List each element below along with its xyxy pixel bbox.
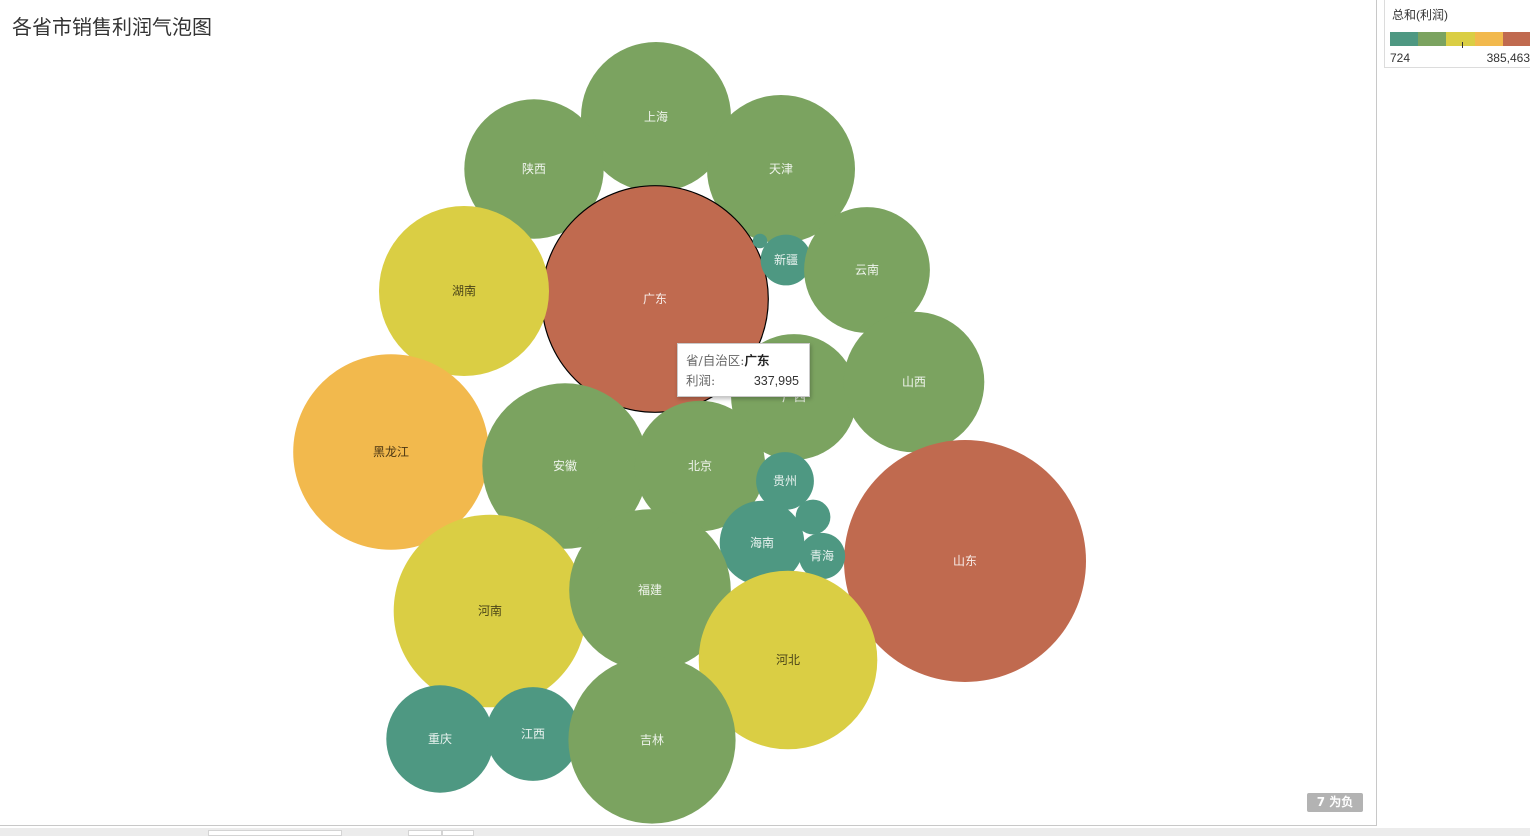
bubble-江西[interactable]: 江西	[486, 687, 580, 781]
bubble-label: 山东	[953, 554, 977, 568]
bubble-label: 河北	[776, 653, 800, 667]
tooltip-row-province: 省/自治区:广东	[686, 351, 801, 371]
bubble-河南[interactable]: 河南	[393, 514, 587, 708]
bubble-unlabeled-7[interactable]	[752, 233, 768, 249]
bubble-circle[interactable]	[581, 42, 731, 192]
bubble-山西[interactable]: 山西	[843, 311, 985, 453]
bubble-label: 安徽	[553, 458, 577, 473]
bubble-label: 贵州	[773, 474, 797, 488]
bubble-label: 吉林	[640, 733, 664, 747]
bubble-河北[interactable]: 河北	[698, 570, 878, 750]
bubble-circle[interactable]	[756, 452, 814, 510]
bubble-label: 青海	[810, 548, 834, 563]
bubble-label: 河南	[478, 603, 502, 618]
sheet-tab[interactable]	[442, 830, 474, 836]
sheet-tab-strip	[0, 828, 1530, 836]
color-legend: 总和(利润) 724 385,463	[1384, 0, 1530, 68]
bubble-circle[interactable]	[804, 207, 930, 333]
bubble-label: 山西	[902, 375, 926, 389]
bubble-安徽[interactable]: 安徽	[482, 383, 648, 549]
bubble-circle[interactable]	[752, 233, 768, 249]
viz-pane: 各省市销售利润气泡图 上海 陕西 天津 广东 湖南 新疆 云南 广西 山西 黑龙江 安徽 北京 贵州 山东…	[0, 0, 1377, 826]
bubble-label: 湖南	[452, 283, 476, 298]
legend-swatch-3	[1474, 32, 1503, 46]
bubble-circle[interactable]	[844, 440, 1086, 682]
bubble-湖南[interactable]: 湖南	[379, 206, 549, 376]
tooltip-field-province: 省/自治区:	[686, 353, 745, 368]
legend-swatch-1	[1418, 32, 1447, 46]
bubble-天津[interactable]: 天津	[707, 95, 855, 243]
legend-tick-mark	[1462, 42, 1463, 48]
legend-swatch-0	[1390, 32, 1419, 46]
bubble-上海[interactable]: 上海	[581, 42, 731, 192]
bubble-新疆[interactable]: 新疆	[760, 234, 812, 286]
bubble-circle[interactable]	[698, 570, 878, 750]
tooltip-field-profit: 利润:	[686, 373, 716, 388]
bubble-circle[interactable]	[843, 311, 985, 453]
bubble-circle[interactable]	[379, 206, 549, 376]
bubble-label: 新疆	[774, 252, 798, 267]
bubble-陕西[interactable]: 陕西	[464, 99, 604, 239]
bubble-circle[interactable]	[568, 656, 736, 824]
bubble-label: 上海	[644, 109, 668, 124]
chart-title: 各省市销售利润气泡图	[12, 15, 212, 39]
bubble-黑龙江[interactable]: 黑龙江	[293, 354, 489, 550]
legend-color-ramp[interactable]	[1390, 32, 1530, 46]
bubble-label: 云南	[855, 262, 879, 277]
bubble-贵州[interactable]: 贵州	[756, 452, 814, 510]
bubble-label: 黑龙江	[373, 445, 409, 459]
bubble-circle[interactable]	[293, 354, 489, 550]
tooltip-value-province: 广东	[744, 353, 770, 368]
bubble-circle[interactable]	[393, 514, 587, 708]
bubble-circle[interactable]	[386, 685, 494, 793]
tooltip-row-profit: 利润: 337,995	[686, 371, 801, 391]
legend-swatch-4	[1502, 32, 1530, 46]
bubble-circle[interactable]	[707, 95, 855, 243]
bubble-云南[interactable]: 云南	[804, 207, 930, 333]
legend-min-label: 724	[1390, 51, 1411, 65]
bubble-circle[interactable]	[798, 532, 846, 580]
null-values-badge[interactable]: 7 为负	[1307, 793, 1363, 812]
bubble-青海[interactable]: 青海	[798, 532, 846, 580]
bubble-label: 海南	[750, 535, 774, 550]
bubble-unlabeled-14[interactable]	[795, 499, 831, 535]
bubble-circle[interactable]	[795, 499, 831, 535]
bubble-circle[interactable]	[760, 234, 812, 286]
bubble-circle[interactable]	[464, 99, 604, 239]
bubble-label: 天津	[769, 162, 793, 176]
bubble-circle[interactable]	[486, 687, 580, 781]
bubble-吉林[interactable]: 吉林	[568, 656, 736, 824]
bubble-circle[interactable]	[482, 383, 648, 549]
legend-title: 总和(利润)	[1392, 8, 1448, 22]
bubble-label: 广东	[643, 292, 667, 306]
bubble-label: 福建	[638, 582, 662, 597]
sheet-tab[interactable]	[408, 830, 442, 836]
bubble-海南[interactable]: 海南	[719, 500, 805, 586]
tooltip-value-profit: 337,995	[753, 374, 799, 388]
tooltip: 省/自治区:广东 利润: 337,995	[677, 343, 810, 397]
bubble-北京[interactable]: 北京	[634, 400, 766, 532]
bubble-label: 重庆	[428, 732, 452, 746]
bubble-label: 江西	[521, 727, 545, 741]
bubble-label: 陕西	[522, 161, 546, 176]
bubble-label: 北京	[688, 459, 712, 473]
legend-swatch-2	[1446, 32, 1475, 46]
bubble-重庆[interactable]: 重庆	[386, 685, 494, 793]
bubble-福建[interactable]: 福建	[569, 509, 731, 671]
legend-max-label: 385,463	[1486, 51, 1530, 65]
bubble-circle[interactable]	[634, 400, 766, 532]
sheet-tab[interactable]	[208, 830, 342, 836]
bubble-山东[interactable]: 山东	[844, 440, 1086, 682]
bubble-circle[interactable]	[719, 500, 805, 586]
bubble-circle[interactable]	[569, 509, 731, 671]
